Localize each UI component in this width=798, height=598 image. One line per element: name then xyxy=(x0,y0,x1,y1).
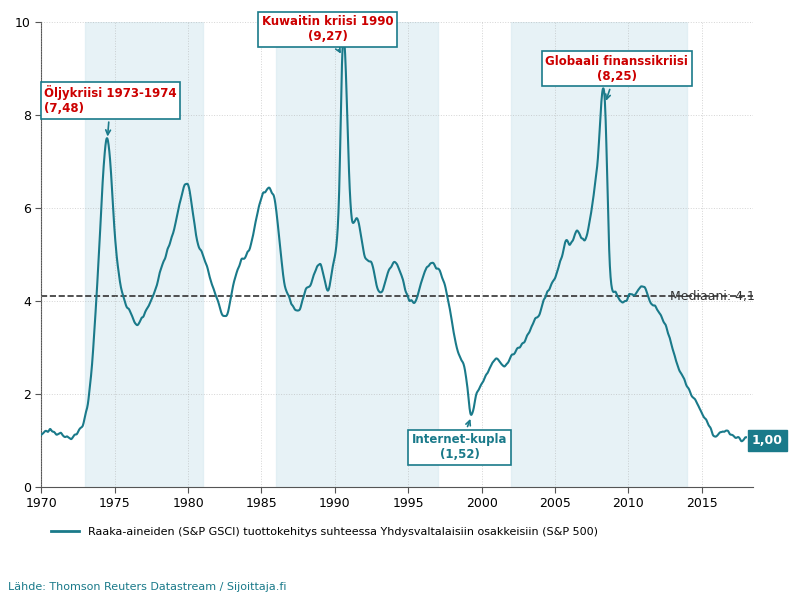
Text: Öljykriisi 1973-1974
(7,48): Öljykriisi 1973-1974 (7,48) xyxy=(44,85,177,135)
Bar xyxy=(511,22,687,487)
Text: Kuwaitin kriisi 1990
(9,27): Kuwaitin kriisi 1990 (9,27) xyxy=(262,15,393,52)
Text: 1,00: 1,00 xyxy=(752,434,783,447)
Text: Globaali finanssikriisi
(8,25): Globaali finanssikriisi (8,25) xyxy=(545,54,688,99)
Legend: Raaka-aineiden (S&P GSCI) tuottokehitys suhteessa Yhdysvaltalaisiin osakkeisiin : Raaka-aineiden (S&P GSCI) tuottokehitys … xyxy=(47,523,602,542)
Text: Lähde: Thomson Reuters Datastream / Sijoittaja.fi: Lähde: Thomson Reuters Datastream / Sijo… xyxy=(8,582,286,592)
Text: Internet-kupla
(1,52): Internet-kupla (1,52) xyxy=(412,420,508,461)
Bar xyxy=(85,22,203,487)
Bar xyxy=(276,22,437,487)
Text: Mediaani: 4,1: Mediaani: 4,1 xyxy=(670,290,755,303)
